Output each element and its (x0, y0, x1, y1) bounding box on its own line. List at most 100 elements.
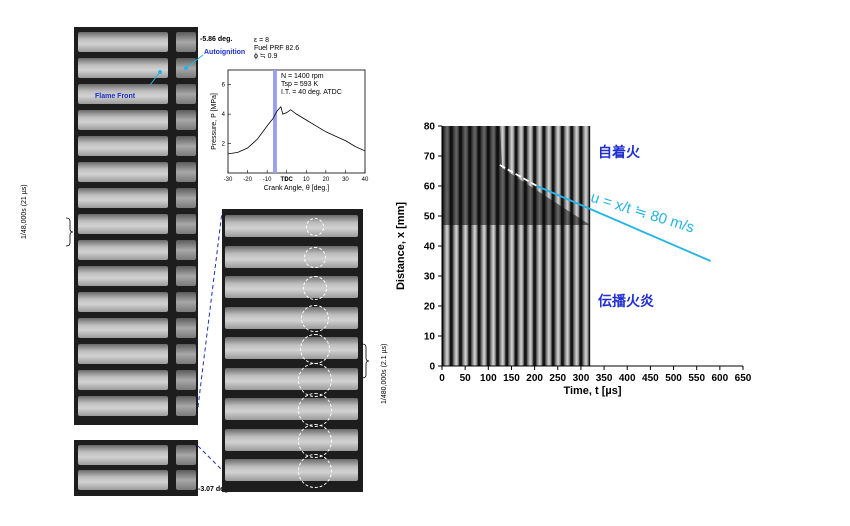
flame-circle (302, 275, 328, 301)
inset-params-right: N = 1400 rpm Tsp = 593 K I.T. = 40 deg. … (281, 73, 342, 97)
photo-frame-side (176, 84, 196, 104)
inset-pressure-line (227, 105, 366, 155)
y-tick-label: 0 (429, 362, 435, 373)
photo-frame (78, 396, 168, 416)
x-tick-label: 450 (642, 373, 659, 384)
inset-tdc-label: TDC (281, 177, 294, 183)
streak-column (517, 126, 525, 366)
photo-frame (78, 292, 168, 312)
y-tick-label: 10 (424, 332, 436, 343)
photo-frame-side (176, 344, 196, 364)
inset-ytick-label: 6 (222, 83, 226, 89)
photo-frame (78, 445, 168, 465)
x-tick-label: 350 (596, 373, 613, 384)
label-start-angle: -5.86 deg. (200, 36, 233, 43)
param-line: N = 1400 rpm (281, 73, 324, 80)
photo-frame (78, 344, 168, 364)
y-tick-label: 20 (424, 302, 436, 313)
inset-frame (227, 69, 366, 174)
pointer-autoignition (185, 54, 204, 69)
photo-frame (225, 215, 358, 237)
y-tick-label: 80 (424, 122, 436, 133)
param-line: ϕ ≒ 0.9 (254, 53, 278, 60)
photo-frame-side (176, 370, 196, 390)
flame-circle (306, 218, 324, 236)
photo-frame (78, 188, 168, 208)
photo-frame (78, 370, 168, 390)
x-tick-label: 100 (480, 373, 497, 384)
inset-xtick-label: 40 (362, 177, 369, 183)
flame-circle (304, 246, 326, 269)
brace-left (65, 217, 74, 247)
streak-column (470, 126, 478, 366)
x-tick-label: 550 (688, 373, 705, 384)
inset-ytick-label: 4 (222, 112, 226, 118)
photo-frame (78, 32, 168, 52)
label-autoignition-jp: 自着火 (598, 144, 640, 160)
y-tick-label: 30 (424, 272, 436, 283)
photo-frame (78, 266, 168, 286)
photo-frame-side (176, 162, 196, 182)
photo-frame (78, 318, 168, 338)
photo-frame-side (176, 136, 196, 156)
streak-column (545, 126, 552, 366)
streak-chart: 0 10 20 30 40 50 60 70 80 0 50 100 150 200 250 300 350 40… (395, 122, 752, 398)
photo-frame-side (176, 110, 196, 130)
x-tick-label: 600 (712, 373, 729, 384)
photo-frame (78, 58, 168, 78)
photo-frame-side (176, 240, 196, 260)
label-autoignition: Autoignition (204, 49, 246, 56)
photo-strip-main (74, 27, 198, 425)
photo-frame (78, 110, 168, 130)
photo-frame (78, 84, 168, 104)
inset-highlight-band (273, 70, 277, 173)
photo-frame-side (176, 396, 196, 416)
inset-xtick-label: 10 (303, 177, 310, 183)
streak-column (461, 126, 469, 366)
inset-xtick-label: -10 (263, 177, 272, 183)
connector-line (197, 445, 223, 471)
x-tick-label: 50 (460, 373, 472, 384)
inset-xtick-label: -20 (243, 177, 252, 183)
inset-xtick-label: 0 (285, 177, 289, 183)
pointer-flame (149, 71, 161, 86)
inset-params-left: ε = 8 Fuel PRF 82.6 ϕ ≒ 0.9 (254, 37, 299, 61)
photo-frame (78, 470, 168, 490)
streak-column (582, 126, 589, 366)
x-tick-label: 150 (503, 373, 520, 384)
velocity-fit-line (536, 185, 711, 262)
y-tick-label: 50 (424, 212, 436, 223)
flame-circle (298, 454, 332, 488)
param-line: ε = 8 (254, 37, 269, 44)
brace-right (361, 343, 370, 379)
streak-column (526, 126, 534, 366)
flame-circle (301, 304, 329, 333)
param-line: Tsp = 593 K (281, 81, 319, 88)
label-flame-jp: 伝播火炎 (598, 293, 654, 309)
label-end-angle: -3.07 deg. (198, 486, 231, 493)
x-tick-label: 650 (735, 373, 752, 384)
photo-frame-side (176, 470, 196, 490)
photo-frame-side (176, 214, 196, 234)
y-tick-label: 60 (424, 182, 436, 193)
inset-xlabel: Crank Angle, θ [deg.] (264, 185, 329, 192)
connector-line (197, 211, 223, 408)
photo-frame-side (176, 445, 196, 465)
x-axis-label: Time, t [µs] (563, 385, 621, 397)
inset-ytick-label: 2 (222, 142, 226, 148)
photo-frame-side (176, 318, 196, 338)
y-tick-label: 40 (424, 242, 436, 253)
label-flame-front: Flame Front (95, 93, 136, 100)
photo-frame-side (176, 188, 196, 208)
x-tick-label: 0 (439, 373, 445, 384)
y-tick-label: 70 (424, 152, 436, 163)
x-tick-label: 400 (619, 373, 636, 384)
streak-column (452, 126, 460, 366)
photo-strip-tail (74, 440, 198, 496)
streak-dark-region (442, 126, 591, 225)
streak-column (443, 126, 451, 366)
param-line: I.T. = 40 deg. ATDC (281, 89, 342, 96)
velocity-fit-line (499, 164, 538, 187)
photo-frame (78, 240, 168, 260)
